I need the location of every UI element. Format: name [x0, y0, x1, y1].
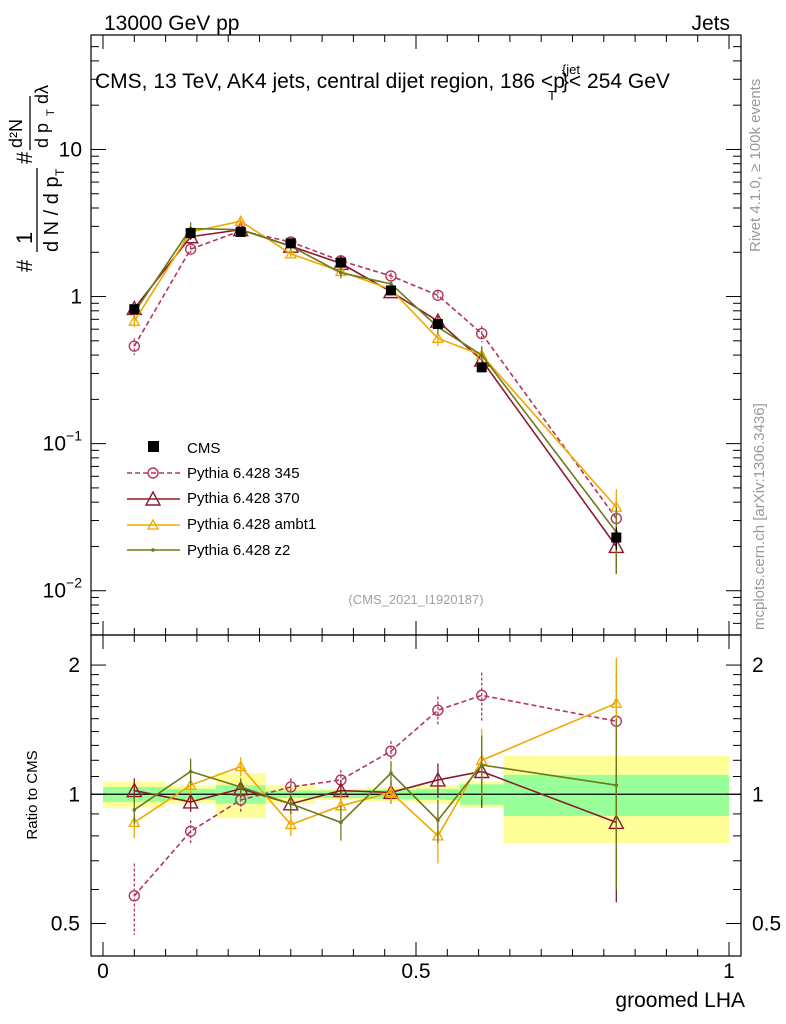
y-tick-label-1: 10−1: [43, 428, 83, 456]
ylabel-dp-sub: T: [45, 109, 57, 116]
cms-point-5: [385, 285, 396, 296]
legend-marker-ambt1: [146, 518, 160, 530]
legend-marker-p370: [144, 490, 162, 506]
ylabel-dlambda: dλ: [32, 85, 52, 104]
cms-point-8: [611, 532, 622, 543]
point-z2-5: [389, 282, 393, 286]
ylabel-dn-dpt: d N / d p: [41, 176, 63, 252]
ylabel-hash-2: #: [12, 151, 37, 164]
cms-point-7: [476, 362, 487, 373]
plot-title-sup: {jet: [562, 62, 580, 77]
legend-marker-cms: [148, 441, 159, 452]
point-p345-0: [128, 340, 141, 352]
ratio-point-z2-1: [188, 769, 193, 774]
ratio-tick-label-left-1: 1: [68, 783, 80, 806]
ratio-point-p345-7: [476, 689, 488, 702]
ratio-tick-label-right-0: 0.5: [752, 912, 781, 935]
ratio-point-z2-3: [289, 802, 293, 806]
ratio-point-ambt1-8: [610, 696, 623, 708]
x-tick-label-1: 0.5: [401, 960, 430, 983]
ratio-point-p345-1: [184, 825, 197, 837]
ylabel-one: 1: [12, 232, 37, 244]
y-tick-label-0: 10−2: [43, 575, 83, 603]
cms-point-1: [185, 228, 196, 239]
plot-title-sub: T: [548, 88, 556, 103]
ratio-tick-label-left-0: 0.5: [51, 912, 80, 935]
ratio-point-p370-6: [429, 771, 447, 787]
legend-label-z2: Pythia 6.428 z2: [187, 542, 290, 559]
legend-label-ambt1: Pythia 6.428 ambt1: [187, 516, 316, 533]
point-z2-4: [339, 271, 343, 275]
point-p345-6: [432, 289, 444, 301]
legend-marker-p345: [147, 467, 159, 479]
ylabel-hash-1: #: [12, 259, 37, 272]
x-tick-label-0: 0: [97, 960, 109, 983]
ratio-point-z2-6: [436, 818, 440, 823]
legend-marker-z2: [151, 548, 155, 552]
main-y-axis-label: # 1 d N / d p T # d²N d p T dλ: [6, 85, 67, 272]
mcplots-label: mcplots.cern.ch [arXiv:1306.3436]: [751, 403, 768, 630]
ratio-line-p345: [133, 694, 617, 897]
point-p345-7: [476, 327, 488, 340]
ratio-point-ambt1-3: [284, 818, 297, 830]
rivet-version-label: Rivet 4.1.0, ≥ 100k events: [747, 79, 764, 252]
ratio-point-ambt1-0: [128, 816, 141, 828]
beam-energy-label: 13000 GeV pp: [104, 12, 239, 35]
ratio-point-z2-0: [132, 808, 137, 812]
analysis-tag: (CMS_2021_I1920187): [348, 592, 483, 607]
cms-point-2: [235, 226, 246, 237]
ratio-point-ambt1-2: [234, 760, 247, 772]
ratio-point-z2-4: [339, 820, 343, 825]
point-z2-7: [479, 353, 484, 357]
ratio-point-p345-6: [432, 704, 444, 716]
ratio-point-p345-3: [285, 781, 297, 793]
ratio-tick-label-right-2: 2: [752, 654, 764, 677]
x-axis-label: groomed LHA: [615, 989, 745, 1012]
legend-label-p370: Pythia 6.428 370: [187, 490, 300, 507]
tick-labels: 0 0.5 1 10−2 10−1 1 10 0.5 0.5 1 1 2 2: [43, 138, 782, 983]
ratio-point-p345-5: [385, 745, 397, 757]
ylabel-dp: d p: [32, 123, 52, 148]
x-tick-label-2: 1: [723, 960, 735, 983]
ratio-point-z2-7: [479, 763, 484, 767]
y-tick-label-3: 10: [59, 138, 82, 161]
legend-label-cms: CMS: [187, 440, 220, 457]
cms-point-3: [285, 238, 296, 249]
ratio-point-z2-2: [238, 785, 243, 789]
plot-title-main: CMS, 13 TeV, AK4 jets, central dijet reg…: [95, 70, 565, 93]
ratio-tick-label-left-2: 2: [68, 654, 80, 677]
ratio-point-ambt1-5: [384, 786, 398, 798]
ylabel-dn-sub: T: [53, 168, 67, 176]
ratio-point-p370-1: [182, 793, 199, 809]
ylabel-d2n: d²N: [6, 119, 26, 148]
series-line-z2: [133, 227, 617, 533]
point-p345-1: [184, 243, 197, 255]
legend-label-p345: Pythia 6.428 345: [187, 465, 300, 482]
point-ambt1-3: [284, 247, 297, 259]
ratio-point-z2-5: [389, 771, 393, 775]
point-ambt1-2: [234, 214, 247, 226]
series-cms: [129, 226, 622, 550]
ratio-point-ambt1-1: [184, 778, 197, 790]
cms-point-0: [129, 304, 140, 315]
ratio-tick-label-right-1: 1: [752, 783, 764, 806]
point-ambt1-6: [431, 331, 445, 343]
cms-point-4: [335, 257, 346, 268]
axis-ticks: [91, 34, 741, 956]
series-line-p345: [133, 229, 617, 519]
data-series: [126, 214, 625, 936]
ratio-point-z2-8: [614, 783, 619, 787]
ratio-y-axis-label: Ratio to CMS: [24, 750, 41, 839]
plot-title-end: }< 254 GeV: [562, 70, 670, 93]
y-tick-label-2: 1: [70, 286, 82, 309]
legend: CMS Pythia 6.428 345 Pythia 6.428 370 Py…: [127, 440, 316, 559]
point-p345-5: [385, 270, 397, 282]
point-ambt1-0: [128, 314, 141, 326]
ratio-point-p345-0: [128, 890, 141, 902]
cms-point-6: [432, 319, 443, 330]
plot-title: CMS, 13 TeV, AK4 jets, central dijet reg…: [95, 62, 670, 103]
process-label: Jets: [691, 12, 730, 35]
